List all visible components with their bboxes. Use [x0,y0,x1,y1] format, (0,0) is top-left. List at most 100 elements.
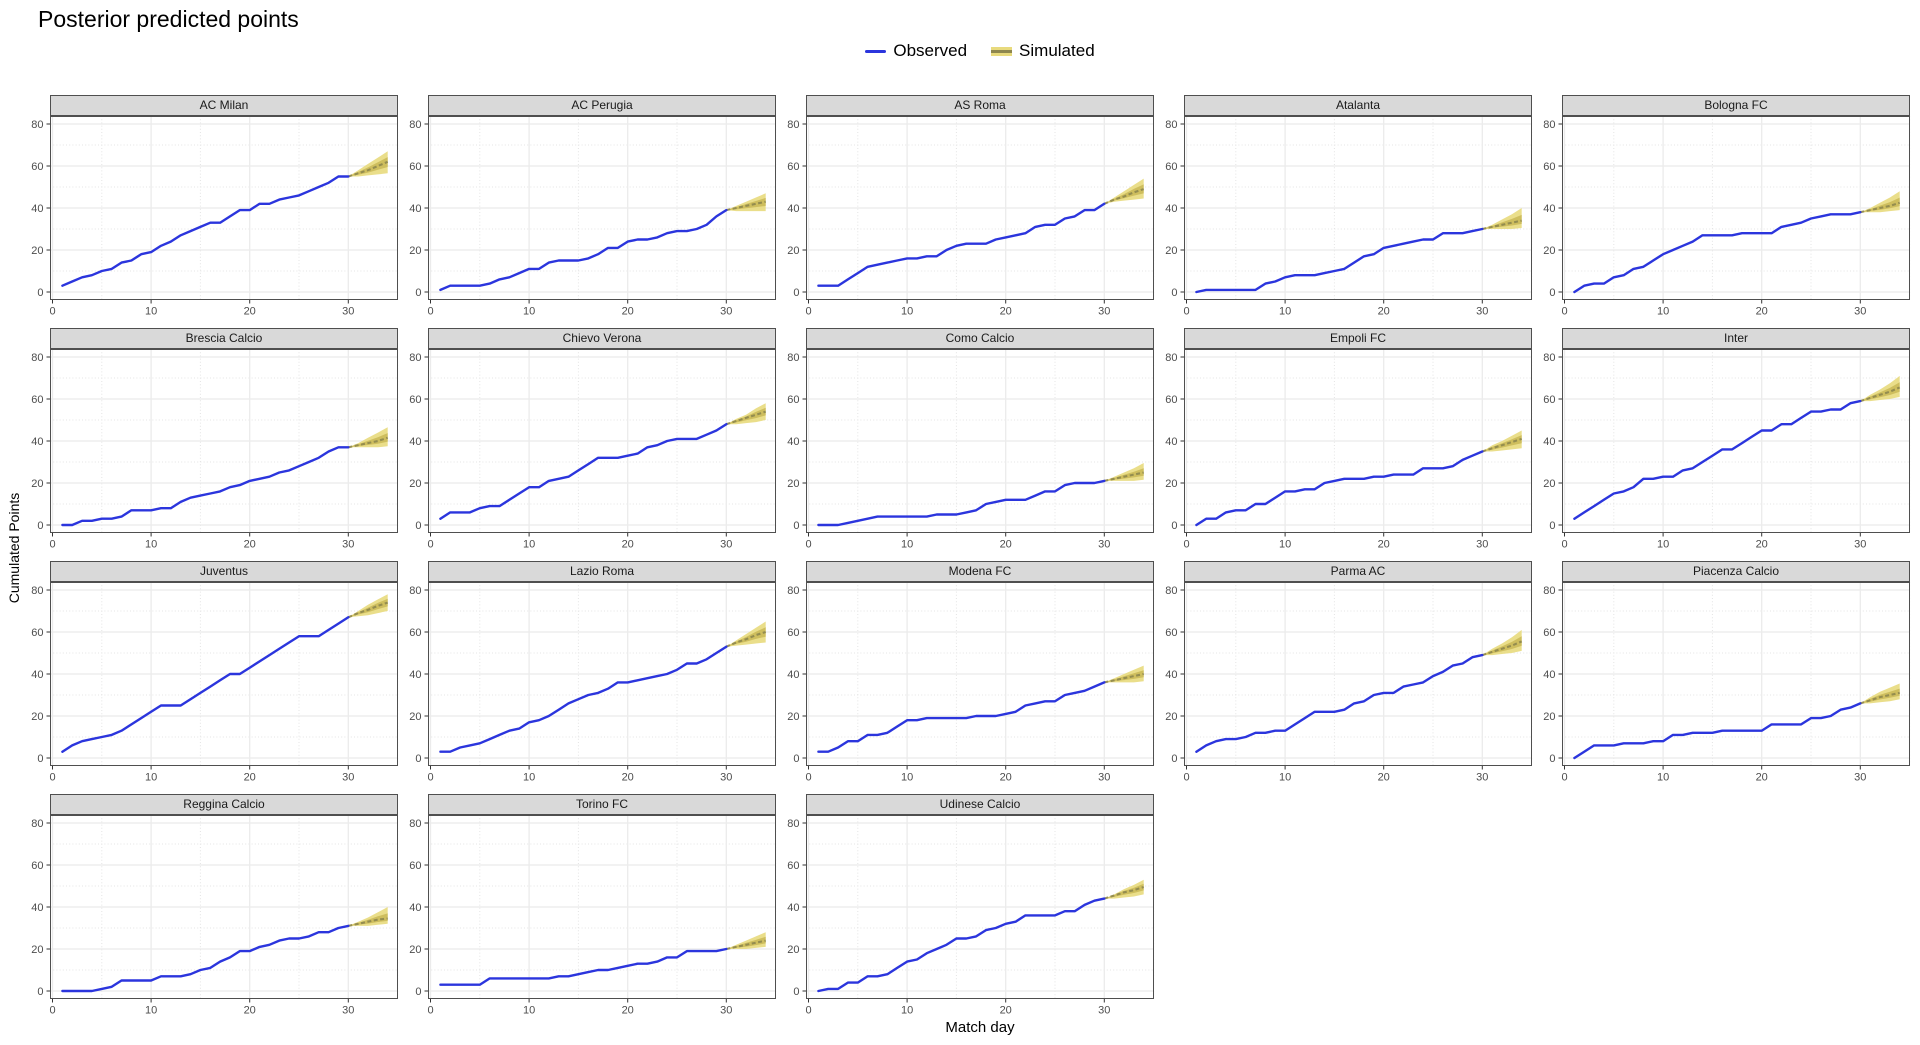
svg-text:40: 40 [787,902,799,914]
axis-tick-labels: 0 10 20 30 0 20 40 60 80 [409,818,732,1017]
panel-border [806,116,1154,300]
svg-text:80: 80 [1165,585,1177,597]
svg-text:30: 30 [1854,306,1866,318]
svg-text:60: 60 [1543,627,1555,639]
simulated-outer-band [1104,879,1144,899]
facet-panel: Parma AC 0 10 20 30 0 20 40 60 80 [1165,561,1533,784]
svg-text:0: 0 [1561,772,1567,784]
facet-strip-label: Udinese Calcio [806,794,1154,815]
panel-border [50,815,398,999]
svg-text:40: 40 [409,203,421,215]
svg-text:80: 80 [409,818,421,830]
svg-text:20: 20 [622,772,634,784]
svg-text:20: 20 [787,711,799,723]
svg-text:80: 80 [1543,119,1555,131]
svg-text:40: 40 [31,436,43,448]
simulated-inner-band [726,936,766,949]
facet-strip-label: AS Roma [806,95,1154,116]
simulated-inner-band [726,627,766,647]
facet-plot: 0 10 20 30 0 20 40 60 80 [1165,582,1533,784]
grid-major [1184,582,1532,766]
svg-text:0: 0 [805,306,811,318]
simulated-median-line [1104,672,1144,684]
observed-line [1573,399,1862,520]
svg-text:10: 10 [145,539,157,551]
svg-text:0: 0 [427,539,433,551]
svg-text:10: 10 [145,306,157,318]
grid-minor [1184,349,1533,533]
panel-border [1562,116,1910,300]
svg-text:20: 20 [1378,539,1390,551]
svg-text:0: 0 [37,753,43,765]
observed-line [439,947,728,986]
grid-major [806,582,1154,766]
svg-text:60: 60 [31,394,43,406]
panel-border [1184,582,1532,766]
svg-text:20: 20 [1378,306,1390,318]
simulated-inner-band [1104,670,1144,683]
x-axis-title: Match day [945,1019,1015,1036]
axis-ticks [802,589,1105,770]
observed-line [61,446,350,527]
svg-text:40: 40 [787,203,799,215]
svg-text:10: 10 [1279,772,1291,784]
observed-line [61,616,350,753]
facet-strip-label: Como Calcio [806,328,1154,349]
observed-line [1573,702,1862,760]
simulated-median-line [1482,219,1522,231]
svg-text:40: 40 [1165,669,1177,681]
simulated-outer-band [1860,683,1900,704]
svg-text:40: 40 [1543,436,1555,448]
svg-text:20: 20 [31,245,43,257]
axis-tick-labels: 0 10 20 30 0 20 40 60 80 [31,352,354,551]
svg-text:40: 40 [31,902,43,914]
axis-tick-labels: 0 10 20 30 0 20 40 60 80 [787,119,1110,318]
svg-text:0: 0 [1549,753,1555,765]
simulated-median-line [1103,188,1145,205]
simulated-median-line [1481,437,1523,453]
svg-text:30: 30 [342,1005,354,1017]
simulated-inner-band [1860,197,1900,213]
svg-text:60: 60 [31,627,43,639]
facet-panel: AC Milan 0 10 20 30 0 20 40 60 80 [31,95,399,318]
svg-text:0: 0 [49,1005,55,1017]
grid-major [1562,349,1910,533]
facet-plot: 0 10 20 30 0 20 40 60 80 [31,116,399,318]
axis-tick-labels: 0 10 20 30 0 20 40 60 80 [31,119,354,318]
facet-plot: 0 10 20 30 0 20 40 60 80 [1543,582,1911,784]
svg-text:30: 30 [1098,1005,1110,1017]
svg-text:0: 0 [793,986,799,998]
svg-text:30: 30 [1854,772,1866,784]
facet-strip-label: Chievo Verona [428,328,776,349]
grid-minor [428,349,777,533]
svg-text:0: 0 [1561,539,1567,551]
simulated-median-line [1859,691,1900,705]
svg-text:10: 10 [901,306,913,318]
grid-minor [50,815,399,999]
svg-text:20: 20 [244,1005,256,1017]
simulated-median-line [1104,471,1144,482]
panel-border [806,582,1154,766]
facet-grid: AC Milan 0 10 20 30 0 20 40 60 80 AC Perugia 0 10 20 3… [31,95,1911,1017]
svg-text:20: 20 [31,478,43,490]
simulated-median-line [1859,386,1901,403]
svg-text:10: 10 [901,772,913,784]
axis-ticks [424,356,727,537]
facet-strip-label: Juventus [50,561,398,582]
svg-text:20: 20 [31,944,43,956]
svg-text:20: 20 [622,539,634,551]
svg-text:10: 10 [523,539,535,551]
svg-text:0: 0 [805,1005,811,1017]
simulated-inner-band [1104,883,1144,899]
facet-panel: Udinese Calcio 0 10 20 30 0 20 40 60 80 [787,794,1155,1017]
observed-line [817,681,1106,753]
facet-plot: 0 10 20 30 0 20 40 60 80 [787,815,1155,1017]
facet-plot: 0 10 20 30 0 20 40 60 80 [787,349,1155,551]
grid-major [50,815,398,999]
facet-plot: 0 10 20 30 0 20 40 60 80 [787,116,1155,318]
svg-text:10: 10 [1657,772,1669,784]
simulated-outer-band [1482,430,1522,452]
svg-text:60: 60 [409,860,421,872]
facet-panel: AC Perugia 0 10 20 30 0 20 40 60 80 [409,95,777,318]
legend-item-observed: Observed [865,41,967,61]
